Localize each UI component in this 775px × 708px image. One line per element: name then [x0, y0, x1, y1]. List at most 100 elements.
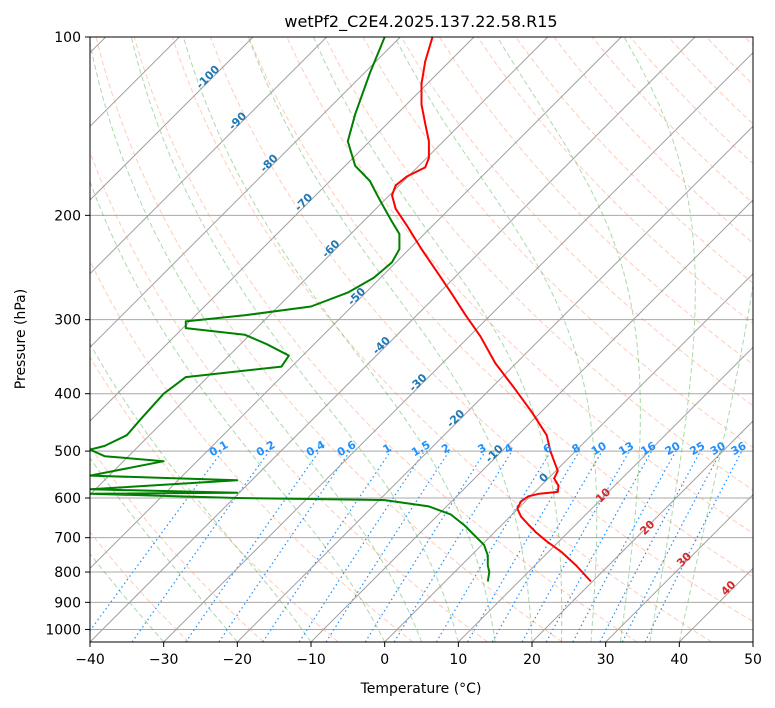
y-tick-label: 800 [54, 565, 81, 581]
adiabat-label: 40 [718, 578, 738, 598]
temperature-line [391, 37, 592, 583]
y-tick-label: 500 [54, 444, 81, 460]
y-axis-ticks: 100 200 300 400 500 600 700 800 900 1000 [45, 30, 90, 638]
isotherm-label: -80 [257, 151, 280, 174]
adiabat-label: 30 [674, 549, 694, 569]
x-tick-label: −10 [296, 652, 326, 668]
isotherm-label: -90 [226, 109, 249, 132]
moist-adiabat-line [678, 282, 753, 642]
isotherms [90, 37, 753, 642]
dewpoint-line [90, 37, 491, 582]
moist-adiabat-line [182, 37, 496, 642]
y-tick-label: 200 [54, 208, 81, 224]
y-tick-label: 100 [54, 30, 81, 46]
isotherm-line [90, 37, 622, 570]
dry-adiabats [90, 37, 753, 642]
dry-adiabat-line [90, 259, 414, 642]
x-tick-label: 0 [380, 652, 389, 668]
mixing-ratio-line [218, 450, 351, 642]
dry-adiabat-line [744, 37, 753, 47]
isotherm-line [90, 37, 475, 422]
dry-adiabat-line [171, 37, 712, 642]
mixing-ratio-label: 10 [589, 439, 609, 458]
isotherm-line [752, 641, 753, 642]
x-tick-label: −40 [75, 652, 105, 668]
dry-adiabat-line [553, 37, 753, 244]
mixing-ratio-line [599, 450, 702, 642]
dry-adiabat-line [90, 445, 264, 642]
x-tick-label: 30 [597, 652, 615, 668]
x-tick-label: 20 [523, 652, 541, 668]
isotherm-label: -30 [406, 371, 429, 394]
mixing-ratio-line [621, 450, 722, 642]
dry-adiabat-line [706, 37, 753, 86]
moist-adiabat-line [247, 37, 533, 642]
y-tick-label: 1000 [45, 622, 81, 638]
dry-adiabat-line [400, 37, 753, 407]
moist-adiabat-line [90, 342, 312, 642]
moist-adiabat-line [496, 37, 641, 642]
dry-adiabat-line [515, 37, 753, 284]
isotherm-label: -20 [444, 407, 467, 430]
y-tick-label: 300 [54, 313, 81, 329]
isotherm-line [90, 37, 696, 642]
mixing-ratio-label: 1 [381, 441, 394, 456]
plot-frame [89, 36, 754, 643]
mixing-ratio-label: 25 [687, 439, 707, 458]
dry-adiabat-line [90, 356, 339, 642]
mixing-ratio-line [262, 450, 392, 642]
isotherm-label: -100 [194, 63, 223, 92]
isotherm-label: -60 [319, 237, 342, 260]
moist-adiabat-line [90, 457, 238, 642]
mixing-ratio-line [644, 450, 743, 642]
mixing-ratio-line [572, 450, 677, 642]
dry-adiabat-line [248, 37, 753, 578]
mixing-ratio-line [393, 450, 513, 642]
moist-adiabat-line [90, 180, 386, 642]
isotherm-line [457, 346, 753, 642]
x-tick-label: −20 [223, 652, 253, 668]
mixing-ratio-label: 0.6 [335, 438, 359, 459]
x-axis-label: Temperature (°C) [360, 681, 482, 697]
dry-adiabat-line [90, 150, 488, 642]
dry-adiabat-line [438, 37, 753, 366]
x-tick-label: 50 [744, 652, 762, 668]
moist-adiabat-line [623, 37, 696, 642]
x-tick-label: 40 [670, 652, 688, 668]
isotherm-line [531, 420, 753, 642]
mixing-ratio-lines [90, 450, 743, 642]
dry-adiabat-line [210, 37, 753, 623]
mixing-ratio-line [325, 450, 450, 642]
isotherm-line [163, 51, 753, 642]
isotherm-line [605, 493, 753, 642]
isotherm-line [310, 199, 753, 642]
mixing-ratio-label: 16 [638, 439, 658, 458]
isotherm-line [384, 272, 753, 642]
mixing-ratio-label: 2 [439, 441, 452, 456]
chart-title: wetPf2_C2E4.2025.137.22.58.R15 [284, 12, 557, 32]
y-tick-label: 600 [54, 491, 81, 507]
x-tick-label: 10 [449, 652, 467, 668]
moist-adiabat-line [313, 37, 563, 642]
dry-adiabat-line [133, 37, 638, 642]
mixing-ratio-label: 0.1 [207, 438, 230, 459]
sounding-series [90, 37, 592, 583]
mixing-ratio-label: 4 [502, 441, 515, 456]
plot-area [90, 37, 753, 642]
mixing-ratio-label: 20 [663, 439, 683, 458]
isotherm-line [90, 37, 401, 349]
y-axis-label: Pressure (hPa) [13, 289, 29, 389]
isotherm-line [90, 37, 254, 201]
mixing-ratio-line [298, 450, 425, 642]
mixing-ratio-label: 1.5 [409, 438, 432, 459]
line-labels: 0.1 0.2 0.4 0.6 1 1.5 2 3 4 6 8 10 13 16 20 25 30 36-100-… [194, 63, 749, 599]
mixing-ratio-label: 0.2 [254, 438, 277, 459]
moist-adiabat-line [90, 40, 422, 642]
isotherm-label: -50 [345, 285, 368, 308]
adiabat-label: 20 [637, 517, 657, 537]
isotherm-label: -40 [370, 334, 393, 357]
x-tick-label: −30 [149, 652, 179, 668]
dry-adiabat-line [324, 37, 753, 491]
mixing-ratio-line [466, 450, 580, 642]
